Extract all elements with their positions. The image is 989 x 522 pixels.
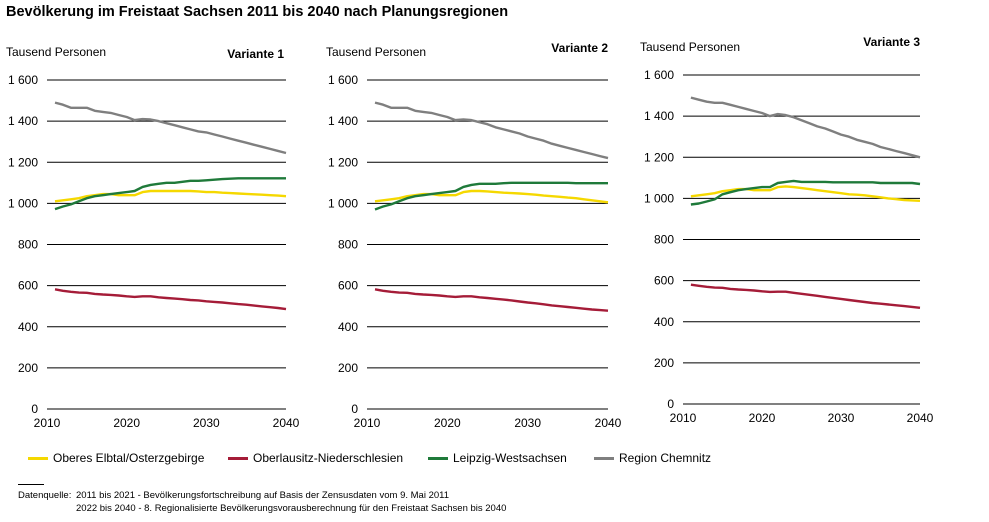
chart1-y-tick-label: 1 400 bbox=[8, 114, 38, 128]
chart1-y-tick-label: 1 000 bbox=[8, 196, 38, 210]
chart3-series-leipzig-westsachsen bbox=[690, 179, 921, 206]
chart1-y-tick-label: 1 200 bbox=[8, 155, 38, 169]
chart1-y-tick-label: 0 bbox=[31, 402, 38, 416]
legend: Oberes Elbtal/Osterzgebirge Oberlausitz-… bbox=[0, 451, 989, 471]
chart1-x-tick-label: 2030 bbox=[193, 416, 220, 430]
chart1-y-tick-label: 400 bbox=[18, 320, 38, 334]
chart1-y-axis-label: Tausend Personen bbox=[6, 45, 106, 59]
legend-item-oberlausitz: Oberlausitz-Niederschlesien bbox=[228, 451, 403, 465]
chart2-series-oberlausitz-niederschlesien bbox=[374, 288, 609, 312]
legend-swatch-oberlausitz bbox=[228, 456, 248, 460]
source-line-2: 2022 bis 2040 - 8. Regionalisierte Bevöl… bbox=[76, 503, 507, 514]
chart1-y-tick-label: 200 bbox=[18, 361, 38, 375]
chart1-y-tick-label: 1 600 bbox=[8, 73, 38, 87]
chart3-y-tick-label: 1 600 bbox=[644, 68, 674, 82]
legend-swatch-chemnitz bbox=[594, 456, 614, 460]
legend-item-leipzig: Leipzig-Westsachsen bbox=[428, 451, 567, 465]
chart3-y-tick-label: 0 bbox=[667, 397, 674, 411]
page-title: Bevölkerung im Freistaat Sachsen 2011 bi… bbox=[6, 4, 509, 20]
chart2-title: Variante 2 bbox=[551, 41, 608, 55]
chart2-y-tick-label: 1 400 bbox=[328, 114, 358, 128]
source-line-1: 2011 bis 2021 - Bevölkerungsfortschreibu… bbox=[76, 490, 450, 501]
chart2-x-tick-label: 2030 bbox=[514, 416, 541, 430]
chart1-x-tick-label: 2010 bbox=[34, 416, 61, 430]
chart3-y-tick-label: 800 bbox=[654, 233, 674, 247]
legend-swatch-leipzig bbox=[428, 456, 448, 460]
chart2-y-tick-label: 400 bbox=[338, 320, 358, 334]
source-note: Datenquelle: 2011 bis 2021 - Bevölkerung… bbox=[18, 489, 506, 515]
chart2-x-tick-label: 2040 bbox=[595, 416, 622, 430]
chart3-x-tick-label: 2010 bbox=[670, 411, 697, 425]
chart2-y-tick-label: 600 bbox=[338, 279, 358, 293]
chart2-y-tick-label: 200 bbox=[338, 361, 358, 375]
chart3-x-tick-label: 2030 bbox=[828, 411, 855, 425]
chart2-series-region-chemnitz bbox=[374, 101, 609, 160]
chart2-y-axis-label: Tausend Personen bbox=[326, 45, 426, 59]
chart3-y-axis-label: Tausend Personen bbox=[640, 40, 740, 54]
chart2-y-tick-label: 1 000 bbox=[328, 196, 358, 210]
chart3-y-tick-label: 600 bbox=[654, 274, 674, 288]
chart1-y-tick-label: 600 bbox=[18, 279, 38, 293]
source-label: Datenquelle: bbox=[18, 490, 72, 501]
chart3-y-tick-label: 400 bbox=[654, 315, 674, 329]
legend-item-oberes-elbtal: Oberes Elbtal/Osterzgebirge bbox=[28, 451, 204, 465]
chart3-y-tick-label: 1 000 bbox=[644, 191, 674, 205]
chart1-series-oberes-elbtal-osterzgebirge bbox=[54, 189, 287, 203]
legend-label-chemnitz: Region Chemnitz bbox=[619, 451, 712, 465]
legend-item-chemnitz: Region Chemnitz bbox=[594, 451, 711, 465]
legend-swatch-oberes-elbtal bbox=[28, 456, 48, 460]
chart1-x-tick-label: 2040 bbox=[273, 416, 300, 430]
legend-label-oberlausitz: Oberlausitz-Niederschlesien bbox=[253, 451, 404, 465]
chart1-series-oberlausitz-niederschlesien bbox=[54, 288, 287, 311]
chart2-y-tick-label: 800 bbox=[338, 238, 358, 252]
chart1-x-tick-label: 2020 bbox=[113, 416, 140, 430]
chart3-series-oberlausitz-niederschlesien bbox=[690, 283, 921, 309]
legend-label-oberes-elbtal: Oberes Elbtal/Osterzgebirge bbox=[53, 451, 205, 465]
chart3-series-oberes-elbtal-osterzgebirge bbox=[690, 185, 921, 202]
chart2-y-tick-label: 1 600 bbox=[328, 73, 358, 87]
chart3-y-tick-label: 1 200 bbox=[644, 150, 674, 164]
chart3-y-tick-label: 1 400 bbox=[644, 109, 674, 123]
chart1-title: Variante 1 bbox=[227, 47, 284, 61]
chart1-series-leipzig-westsachsen bbox=[54, 177, 286, 211]
chart2-series-leipzig-westsachsen bbox=[374, 181, 608, 211]
charts-area: Tausend Personen Variante 1 0 200 400 600 800 1… bbox=[6, 35, 934, 430]
chart2-x-tick-label: 2010 bbox=[354, 416, 381, 430]
chart3-x-tick-label: 2040 bbox=[907, 411, 934, 425]
chart3-x-tick-label: 2020 bbox=[749, 411, 776, 425]
chart2-y-tick-label: 0 bbox=[351, 402, 358, 416]
chart2-x-tick-label: 2020 bbox=[434, 416, 461, 430]
chart3-title: Variante 3 bbox=[863, 35, 920, 49]
chart1-series-region-chemnitz bbox=[54, 101, 287, 155]
chart3-series-region-chemnitz bbox=[690, 96, 921, 159]
legend-label-leipzig: Leipzig-Westsachsen bbox=[453, 451, 567, 465]
chart3-y-tick-label: 200 bbox=[654, 356, 674, 370]
chart1-y-tick-label: 800 bbox=[18, 238, 38, 252]
source-divider bbox=[18, 484, 44, 485]
chart2-y-tick-label: 1 200 bbox=[328, 155, 358, 169]
